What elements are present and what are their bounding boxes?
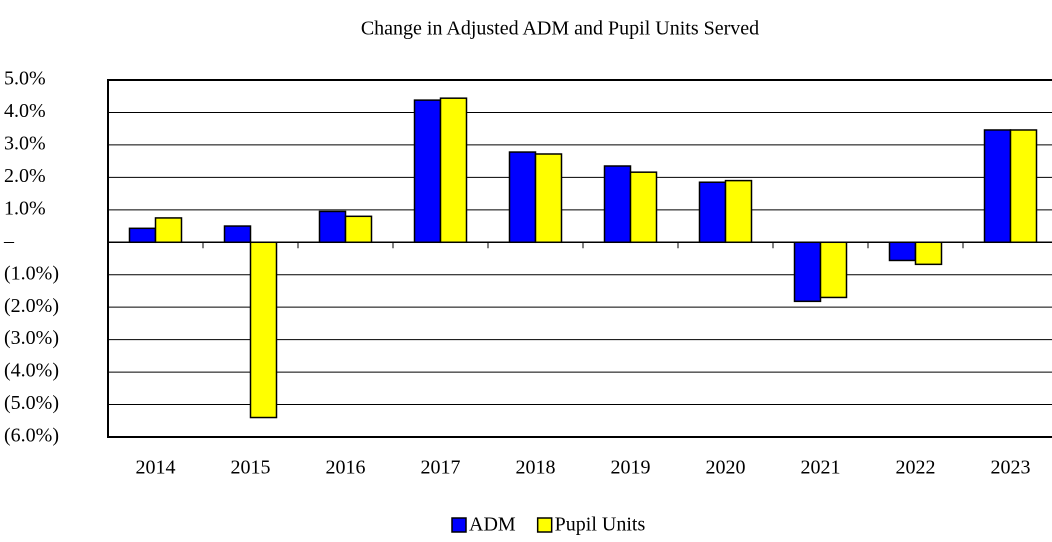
legend-swatch bbox=[536, 517, 553, 533]
y-tick-label: 1.0% bbox=[4, 197, 46, 219]
bar bbox=[629, 171, 658, 244]
bar bbox=[888, 241, 917, 262]
legend-label: ADM bbox=[469, 514, 516, 536]
y-tick-label: (3.0%) bbox=[4, 327, 59, 349]
x-tick-label: 2018 bbox=[516, 457, 556, 479]
x-tick-label: 2016 bbox=[326, 457, 366, 479]
x-tick-label: 2023 bbox=[991, 457, 1031, 479]
x-tick-label: 2014 bbox=[136, 457, 176, 479]
y-tick-label: 2.0% bbox=[4, 165, 46, 187]
bar bbox=[1009, 129, 1038, 244]
x-tick-label: 2022 bbox=[896, 457, 936, 479]
x-tick-label: 2017 bbox=[421, 457, 461, 479]
x-tick-label: 2020 bbox=[706, 457, 746, 479]
y-tick-label: (4.0%) bbox=[4, 360, 59, 382]
bar bbox=[223, 225, 252, 244]
bar bbox=[318, 210, 347, 244]
bar bbox=[413, 99, 442, 244]
y-tick-label: (5.0%) bbox=[4, 392, 59, 414]
bar bbox=[508, 151, 537, 244]
x-tick-label: 2019 bbox=[611, 457, 651, 479]
y-tick-label: (6.0%) bbox=[4, 425, 59, 447]
bar bbox=[344, 215, 373, 244]
bar bbox=[439, 97, 468, 244]
bar bbox=[983, 129, 1012, 244]
bar bbox=[249, 241, 278, 419]
chart-title: Change in Adjusted ADM and Pupil Units S… bbox=[361, 18, 759, 40]
x-tick-label: 2015 bbox=[231, 457, 271, 479]
y-tick-label: (2.0%) bbox=[4, 295, 59, 317]
x-tick-label: 2021 bbox=[801, 457, 841, 479]
y-tick-label: 4.0% bbox=[4, 100, 46, 122]
plot-frame bbox=[107, 79, 1052, 438]
legend-swatch bbox=[451, 517, 467, 533]
legend-label: Pupil Units bbox=[555, 514, 646, 536]
y-tick-label: 5.0% bbox=[4, 68, 46, 90]
bar bbox=[154, 217, 183, 244]
bar bbox=[128, 227, 157, 244]
bar bbox=[819, 241, 848, 299]
bar bbox=[793, 241, 822, 303]
bar bbox=[534, 153, 563, 244]
y-tick-label: (1.0%) bbox=[4, 262, 59, 284]
y-tick-label: – bbox=[3, 230, 15, 252]
bar bbox=[914, 241, 943, 266]
bar bbox=[698, 181, 727, 244]
y-tick-label: 3.0% bbox=[4, 133, 46, 155]
bar bbox=[724, 179, 753, 244]
bar bbox=[603, 165, 632, 244]
